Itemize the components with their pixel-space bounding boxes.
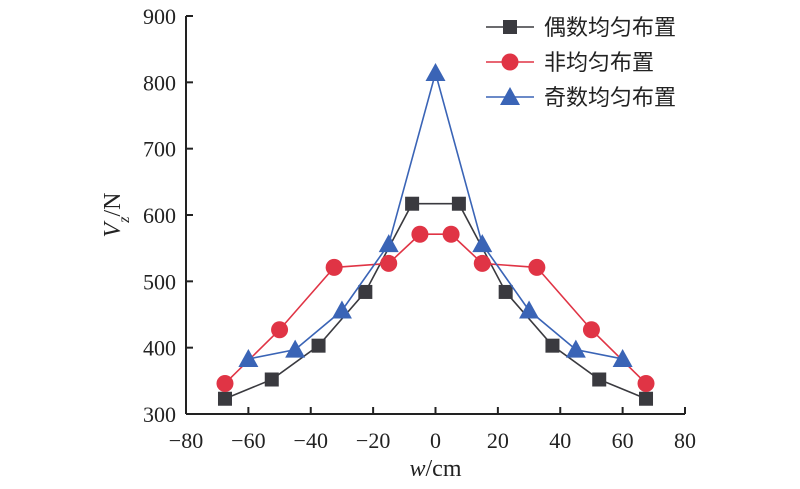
data-point xyxy=(442,225,460,243)
data-point xyxy=(425,63,446,82)
data-point xyxy=(451,196,466,211)
data-point xyxy=(216,374,234,392)
x-axis-ticks: −80 −60 −40 −20 0 20 40 60 80 xyxy=(169,407,696,453)
data-point xyxy=(331,300,352,319)
x-axis-variable: w xyxy=(409,456,425,482)
data-point xyxy=(271,321,289,339)
x-tick-label: −80 xyxy=(169,428,203,453)
data-point xyxy=(612,348,633,367)
series-line xyxy=(224,202,647,400)
y-axis-variable: V xyxy=(100,220,126,237)
legend-marker xyxy=(501,53,519,71)
legend-entry: 奇数均匀布置 xyxy=(486,86,676,111)
x-axis-unit: /cm xyxy=(426,456,462,482)
data-point xyxy=(285,339,306,358)
data-point xyxy=(637,374,655,392)
data-point xyxy=(565,339,586,358)
data-point xyxy=(498,284,513,299)
series-square xyxy=(217,196,654,406)
series-line xyxy=(224,233,647,385)
data-point xyxy=(405,196,420,211)
data-point xyxy=(411,225,429,243)
data-point xyxy=(325,258,343,276)
data-point xyxy=(380,254,398,272)
data-point xyxy=(472,234,493,253)
y-axis-ticks: 300 400 500 600 700 800 900 xyxy=(143,4,193,427)
y-axis-subscript: z xyxy=(116,216,133,224)
data-point xyxy=(545,338,560,353)
y-tick-label: 800 xyxy=(143,70,176,95)
series-triangle xyxy=(238,63,633,367)
data-point xyxy=(473,254,491,272)
legend-entry: 偶数均匀布置 xyxy=(486,16,676,41)
legend-label: 非均匀布置 xyxy=(544,51,654,76)
x-tick-label: −40 xyxy=(294,428,328,453)
series-layer xyxy=(216,63,655,406)
y-tick-label: 500 xyxy=(143,269,176,294)
y-axis-unit: /N xyxy=(100,193,126,217)
x-tick-label: 60 xyxy=(612,428,634,453)
y-axis-title: Vz/N xyxy=(100,193,133,238)
data-point xyxy=(311,338,326,353)
data-point xyxy=(519,300,540,319)
data-point xyxy=(358,284,373,299)
data-point xyxy=(217,391,232,406)
legend-entry: 非均匀布置 xyxy=(486,51,654,76)
legend-marker xyxy=(500,87,520,105)
data-point xyxy=(238,348,259,367)
y-tick-label: 700 xyxy=(143,137,176,162)
x-tick-label: 0 xyxy=(430,428,441,453)
data-point xyxy=(264,372,279,387)
y-tick-label: 900 xyxy=(143,4,176,29)
plot-area: −80 −60 −40 −20 0 20 40 60 80 300 400 500 600 700 800… xyxy=(143,4,696,453)
data-point xyxy=(582,321,600,339)
series-line xyxy=(248,70,623,360)
data-point xyxy=(639,391,654,406)
data-point xyxy=(528,258,546,276)
x-tick-label: 20 xyxy=(487,428,509,453)
series-circle xyxy=(216,225,655,392)
x-tick-label: −20 xyxy=(356,428,390,453)
legend-marker xyxy=(503,20,517,34)
x-tick-label: 80 xyxy=(674,428,696,453)
x-tick-label: 40 xyxy=(549,428,571,453)
x-axis-title: w/cm xyxy=(409,456,461,482)
legend-label: 奇数均匀布置 xyxy=(544,86,676,111)
legend-label: 偶数均匀布置 xyxy=(544,16,676,41)
y-tick-label: 400 xyxy=(143,336,176,361)
data-point xyxy=(592,372,607,387)
x-tick-label: −60 xyxy=(231,428,265,453)
y-tick-label: 600 xyxy=(143,203,176,228)
data-point xyxy=(378,234,399,253)
y-tick-label: 300 xyxy=(143,402,176,427)
